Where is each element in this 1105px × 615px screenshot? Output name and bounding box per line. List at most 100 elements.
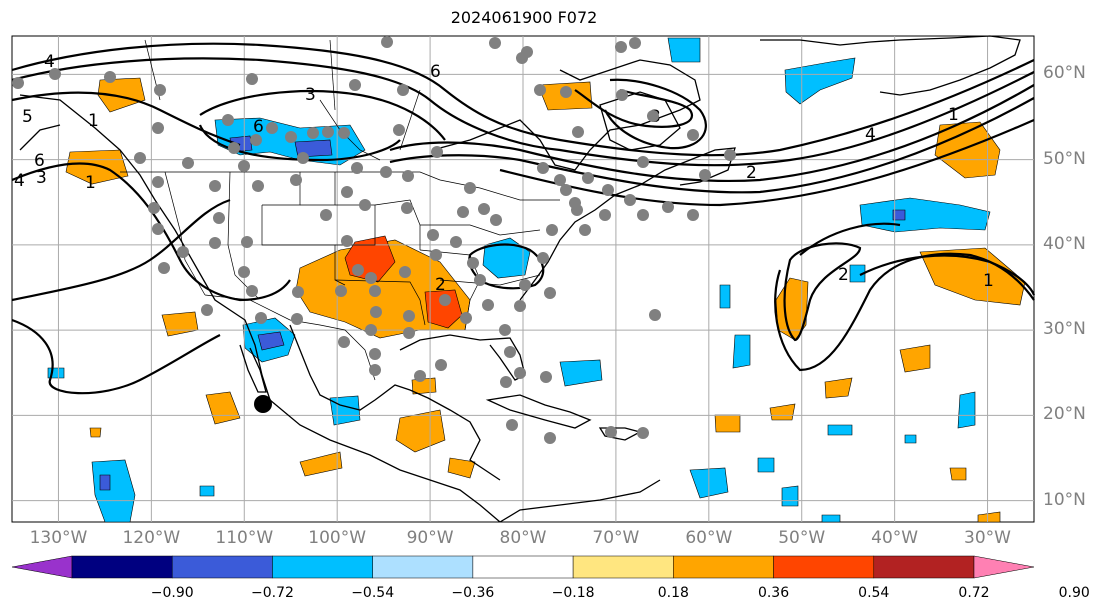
negative-anomaly-area [781, 485, 799, 507]
station-marker [369, 285, 381, 297]
contour-label: 1 [948, 105, 959, 125]
positive-anomaly-area [447, 457, 476, 479]
station-marker [393, 124, 405, 136]
station-marker [266, 122, 278, 134]
station-marker [482, 299, 494, 311]
station-marker [177, 246, 189, 258]
station-marker [662, 201, 674, 213]
station-marker [402, 170, 414, 182]
positive-anomaly-area [899, 344, 931, 373]
station-marker [506, 419, 518, 431]
contour-label: 3 [36, 168, 47, 188]
contour-label: 6 [253, 117, 264, 137]
station-marker [285, 131, 297, 143]
contour-label: 4 [14, 171, 25, 191]
station-marker [534, 84, 546, 96]
colorbar-tick-label: −0.54 [351, 585, 395, 601]
station-marker [49, 68, 61, 80]
negative-anomaly-area [482, 237, 531, 279]
station-marker [605, 426, 617, 438]
negative-anomaly-area [957, 391, 976, 429]
station-marker [431, 146, 443, 158]
station-marker [514, 367, 526, 379]
colorbar-segment [572, 555, 674, 579]
latitude-label: 50°N [1043, 148, 1086, 169]
colorbar-tick-label: 0.18 [657, 585, 689, 601]
station-marker [341, 186, 353, 198]
station-marker [521, 46, 533, 58]
station-marker [291, 313, 303, 325]
station-marker [397, 84, 409, 96]
colorbar-segment [673, 555, 774, 579]
station-marker [602, 184, 614, 196]
station-marker [213, 212, 225, 224]
station-marker [134, 152, 146, 164]
colorbar-segment [71, 555, 173, 579]
station-marker [290, 174, 302, 186]
station-marker [560, 86, 572, 98]
station-marker [637, 156, 649, 168]
negative-anomaly-area [199, 485, 215, 497]
colorbar-tick-label: −0.18 [551, 585, 595, 601]
station-marker [252, 180, 264, 192]
negative-anomaly-area [821, 514, 841, 523]
station-marker [435, 359, 447, 371]
negative-anomaly-area [719, 284, 731, 309]
station-marker [365, 324, 377, 336]
station-marker [699, 169, 711, 181]
coastlines [19, 35, 1021, 523]
station-marker [238, 160, 250, 172]
colorbar-extend-high [973, 555, 1035, 579]
station-marker [359, 199, 371, 211]
latitude-label: 40°N [1043, 233, 1086, 254]
station-marker [158, 262, 170, 274]
colorbar-tick-label: 0.90 [1058, 585, 1090, 601]
station-marker [560, 184, 572, 196]
colorbar-tick-label: 0.54 [858, 585, 890, 601]
station-marker [489, 37, 501, 49]
positive-anomaly-area [299, 451, 343, 477]
contour-label: 1 [88, 111, 99, 131]
colorbar-tick-label: 0.72 [958, 585, 990, 601]
colorbar-extend-low [11, 555, 73, 579]
station-marker [399, 266, 411, 278]
station-marker [540, 371, 552, 383]
station-marker [307, 127, 319, 139]
contour-label: 2 [746, 163, 757, 183]
longitude-label: 90°W [406, 528, 454, 548]
station-marker [403, 310, 415, 322]
station-marker [352, 264, 364, 276]
positive-anomaly-area [714, 414, 741, 433]
station-marker [467, 257, 479, 269]
station-marker [460, 312, 472, 324]
station-marker [629, 37, 641, 49]
colorbar-tick-label: −0.90 [150, 585, 194, 601]
strong-negative-anomaly-area [257, 331, 285, 351]
negative-anomaly-area [732, 334, 751, 369]
station-marker [401, 202, 413, 214]
station-marker [335, 285, 347, 297]
station-marker [464, 182, 476, 194]
station-marker [544, 287, 556, 299]
station-marker [430, 249, 442, 261]
colorbar-tick-label: −0.72 [250, 585, 294, 601]
latitude-label: 30°N [1043, 319, 1086, 340]
latitude-label: 60°N [1043, 63, 1086, 84]
station-marker [338, 127, 350, 139]
positive-anomaly-area [65, 149, 129, 185]
negative-anomaly-area [849, 264, 866, 283]
station-marker [616, 89, 628, 101]
station-marker [338, 336, 350, 348]
station-marker [12, 77, 24, 89]
station-marker [490, 214, 502, 226]
station-marker [201, 304, 213, 316]
station-marker [246, 73, 258, 85]
negative-anomaly-area [784, 57, 856, 105]
positive-anomaly-area [934, 121, 1001, 179]
longitude-label: 130°W [29, 528, 88, 548]
station-marker [427, 229, 439, 241]
longitude-label: 50°W [778, 528, 826, 548]
station-markers [12, 36, 736, 444]
station-marker [599, 209, 611, 221]
station-marker [351, 162, 363, 174]
